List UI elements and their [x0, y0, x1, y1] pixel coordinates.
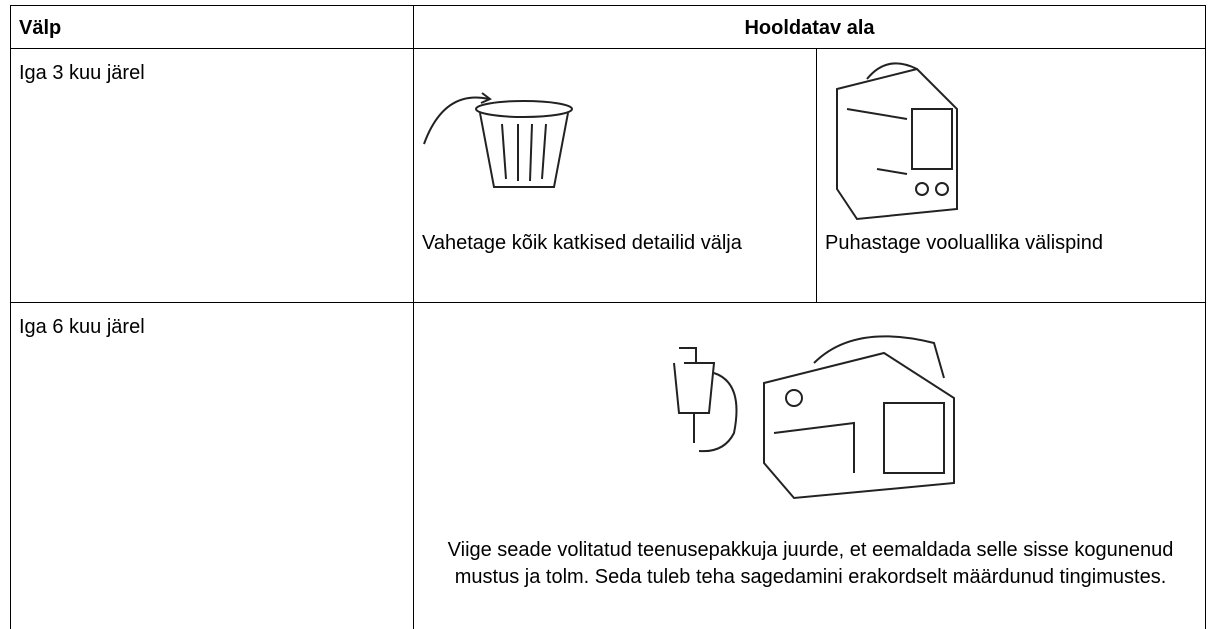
- task-text: Vahetage kõik katkised detailid välja: [422, 232, 742, 254]
- trash-icon: [423, 92, 573, 188]
- task-text: Viige seade volitatud teenusepakkuja juu…: [447, 539, 1174, 588]
- interval-text: Iga 6 kuu järel: [19, 316, 145, 338]
- task-cell: Puhastage vooluallika välispind: [816, 48, 1206, 303]
- interval-cell: Iga 3 kuu järel: [10, 48, 414, 303]
- header-cell: Välp: [10, 5, 414, 49]
- task-cell: Viige seade volitatud teenusepakkuja juu…: [413, 302, 1206, 629]
- header-text: Hooldatav ala: [744, 17, 875, 39]
- interval-cell: Iga 6 kuu järel: [10, 302, 414, 629]
- task-text: Puhastage vooluallika välispind: [825, 232, 1103, 254]
- machine-icon: [836, 62, 958, 221]
- task-cell: Vahetage kõik katkised detailid välja: [413, 48, 817, 303]
- header-cell: Hooldatav ala: [413, 5, 1206, 49]
- header-text: Välp: [19, 17, 62, 39]
- interval-text: Iga 3 kuu järel: [19, 62, 145, 84]
- machine-service-icon: [673, 335, 955, 500]
